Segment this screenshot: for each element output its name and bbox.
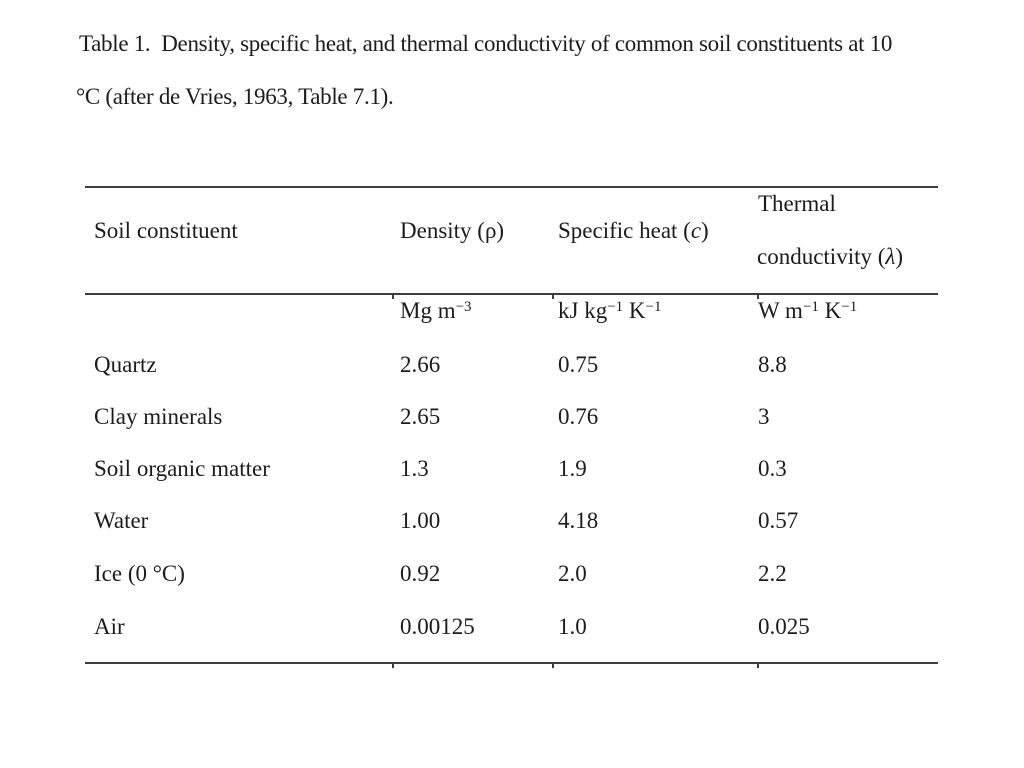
- column-divider-tick: [392, 293, 394, 299]
- table-cell-density: 2.66: [400, 352, 441, 377]
- unit-exponent: −1: [802, 299, 819, 315]
- units-density: Mg m−3: [400, 297, 472, 324]
- column-header-density: Density (ρ): [400, 218, 505, 243]
- units-specific-heat: kJ kg−1 K−1: [558, 297, 662, 324]
- unit-exponent: −3: [455, 299, 472, 315]
- table-cell-density: 0.00125: [400, 614, 475, 639]
- column-divider-tick: [757, 662, 759, 668]
- table-cell-specific-heat: 0.75: [558, 352, 599, 377]
- conductivity-close-paren: ): [895, 244, 904, 269]
- table-cell-thermal-conductivity: 0.3: [758, 456, 787, 481]
- table-cell-constituent: Clay minerals: [94, 404, 223, 429]
- table-cell-specific-heat: 1.0: [558, 614, 587, 639]
- table-cell-thermal-conductivity: 8.8: [758, 352, 787, 377]
- table-cell-density: 1.00: [400, 508, 441, 533]
- column-divider-tick: [552, 293, 554, 299]
- unit-text: Mg m: [400, 298, 456, 323]
- table-cell-specific-heat: 2.0: [558, 561, 587, 586]
- table-cell-thermal-conductivity: 0.025: [758, 614, 810, 639]
- table-cell-thermal-conductivity: 3: [758, 404, 770, 429]
- column-header-soil-constituent: Soil constituent: [94, 218, 238, 243]
- table-cell-specific-heat: 1.9: [558, 456, 587, 481]
- units-thermal-conductivity: W m−1 K−1: [758, 297, 857, 324]
- unit-text: K: [623, 298, 646, 323]
- conductivity-label: conductivity (: [757, 244, 886, 269]
- unit-exponent: −1: [841, 299, 858, 315]
- specific-heat-close-paren: ): [701, 218, 709, 243]
- table-cell-specific-heat: 0.76: [558, 404, 599, 429]
- table-caption-line-2: °C (after de Vries, 1963, Table 7.1).: [76, 84, 394, 109]
- column-header-thermal-line-2: conductivity (λ): [757, 243, 903, 270]
- table-cell-density: 2.65: [400, 404, 441, 429]
- table-cell-thermal-conductivity: 0.57: [758, 508, 799, 533]
- table-cell-density: 0.92: [400, 561, 441, 586]
- unit-exponent: −1: [607, 299, 624, 315]
- specific-heat-symbol: c: [690, 218, 702, 243]
- column-divider-tick: [552, 662, 554, 668]
- table-cell-constituent: Quartz: [94, 352, 157, 377]
- table-cell-thermal-conductivity: 2.2: [758, 561, 787, 586]
- unit-text: K: [818, 298, 842, 323]
- unit-text: W m: [758, 298, 803, 323]
- column-divider-tick: [757, 293, 759, 299]
- conductivity-symbol: λ: [885, 244, 896, 269]
- table-header-rule: [85, 293, 938, 295]
- unit-text: kJ kg: [558, 298, 608, 323]
- unit-exponent: −1: [645, 299, 662, 315]
- table-cell-constituent: Ice (0 °C): [94, 561, 185, 586]
- table-cell-constituent: Water: [94, 508, 149, 533]
- specific-heat-label: Specific heat (: [558, 218, 691, 243]
- table-cell-specific-heat: 4.18: [558, 508, 599, 533]
- table-cell-constituent: Air: [94, 614, 125, 639]
- table-cell-constituent: Soil organic matter: [94, 456, 270, 481]
- table-cell-density: 1.3: [400, 456, 429, 481]
- table-bottom-rule: [85, 662, 938, 664]
- table-caption-line-1: Table 1. Density, specific heat, and the…: [79, 31, 893, 56]
- column-divider-tick: [392, 662, 394, 668]
- column-header-thermal-line-1: Thermal: [758, 191, 836, 216]
- table-top-rule: [85, 186, 938, 188]
- column-header-specific-heat: Specific heat (c): [558, 217, 709, 244]
